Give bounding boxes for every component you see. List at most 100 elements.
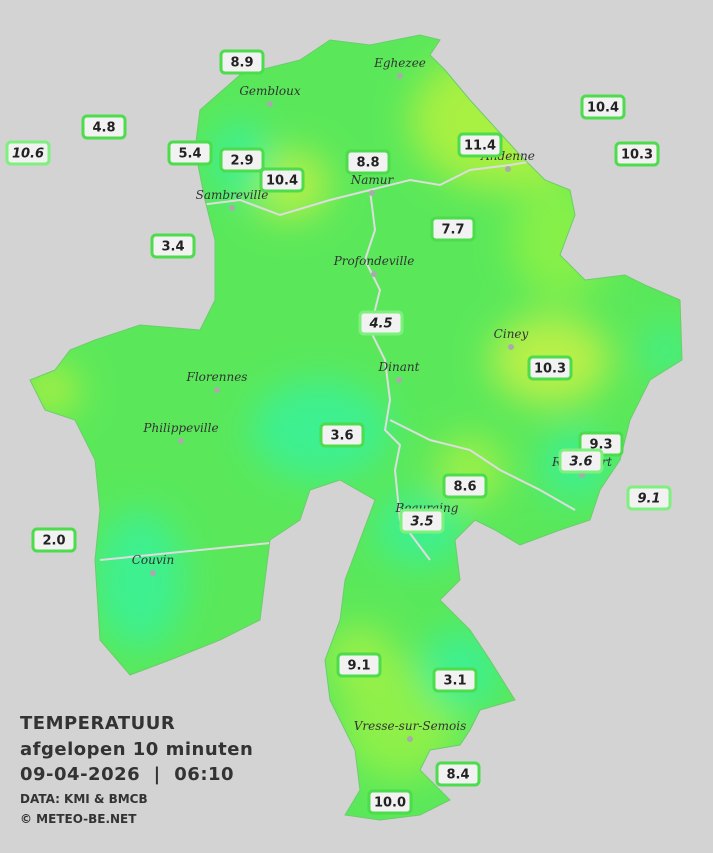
- station-value: 2.9: [230, 154, 253, 169]
- station-box: [336, 652, 382, 678]
- station-box: [358, 310, 404, 336]
- station-box: [219, 147, 265, 173]
- station-value: 5.4: [178, 147, 201, 162]
- station-box: [435, 761, 481, 787]
- river: [389, 419, 576, 511]
- station-value: 8.9: [230, 56, 253, 71]
- station: 10.3: [527, 355, 573, 381]
- station-value: 10.3: [621, 148, 653, 163]
- station-value: 3.6: [330, 429, 353, 444]
- town-dot: [396, 377, 402, 383]
- station-box: [399, 508, 445, 534]
- town-label: Sambreville: [196, 188, 269, 202]
- station: 4.5: [358, 310, 404, 336]
- station-box: [259, 167, 305, 193]
- river: [199, 159, 541, 217]
- station-box: [527, 355, 573, 381]
- station: 8.4: [435, 761, 481, 787]
- station: 8.8: [345, 149, 391, 175]
- town-dot: [267, 101, 273, 107]
- station: 3.6: [558, 448, 604, 474]
- station: 9.1: [626, 485, 672, 511]
- station-value: 10.3: [534, 362, 566, 377]
- station-value: 10.4: [266, 174, 298, 189]
- legend-source: DATA: KMI & BMCB: [20, 792, 148, 806]
- station-value: 10.4: [587, 101, 619, 116]
- station-value: 7.7: [441, 223, 464, 238]
- station-value: 9.1: [637, 492, 660, 507]
- station: 3.6: [319, 422, 365, 448]
- station-value: 3.4: [161, 240, 184, 255]
- stations: 8.9 4.8 10.6 5.4 2.9 10.4 8.8 11.4 10.4 10.3 3.4 7.…: [5, 49, 672, 815]
- station-value: 9.1: [347, 659, 370, 674]
- town-dot: [508, 344, 514, 350]
- station: 2.0: [31, 527, 77, 553]
- legend-title: TEMPERATUUR: [20, 713, 175, 734]
- station-value: 3.6: [569, 455, 592, 470]
- station: 3.4: [150, 233, 196, 259]
- station-box: [432, 667, 478, 693]
- station-box: [430, 216, 476, 242]
- town-label: Dinant: [378, 360, 420, 374]
- station-box: [319, 422, 365, 448]
- station: 10.0: [367, 789, 413, 815]
- station-box: [81, 114, 127, 140]
- station-box: [150, 233, 196, 259]
- station-box: [167, 140, 213, 166]
- river: [99, 539, 301, 561]
- station-value: 3.5: [410, 515, 433, 530]
- station-box: [219, 49, 265, 75]
- station-box: [558, 448, 604, 474]
- station: 9.1: [336, 652, 382, 678]
- station: 10.4: [259, 167, 305, 193]
- station-box: [5, 140, 51, 166]
- station: 8.6: [442, 473, 488, 499]
- station-box: [457, 132, 503, 158]
- town-label: Ciney: [494, 327, 529, 341]
- town-dot: [229, 205, 235, 211]
- station-box: [345, 149, 391, 175]
- station: 5.4: [167, 140, 213, 166]
- town-dot: [505, 166, 511, 172]
- station: 10.4: [580, 94, 626, 120]
- town-label: Gembloux: [239, 84, 301, 98]
- station-box: [442, 473, 488, 499]
- town-dot: [150, 570, 156, 576]
- station: 11.4: [457, 132, 503, 158]
- river: [363, 189, 431, 561]
- station-value: 8.6: [453, 480, 476, 495]
- station-value: 11.4: [464, 139, 496, 154]
- station-value: 3.1: [443, 674, 466, 689]
- town-label: Namur: [350, 173, 395, 187]
- town-dot: [369, 190, 375, 196]
- town-dot: [178, 438, 184, 444]
- town-dot: [371, 271, 377, 277]
- station-value: 8.8: [356, 156, 379, 171]
- station-value: 10.6: [12, 147, 44, 162]
- station-box: [580, 94, 626, 120]
- station-value: 4.5: [368, 317, 392, 332]
- station-value: 2.0: [42, 534, 65, 549]
- station: 3.1: [432, 667, 478, 693]
- station: 10.6: [5, 140, 51, 166]
- town-label: Florennes: [186, 370, 248, 384]
- station-value: 8.4: [446, 768, 469, 783]
- station-box: [31, 527, 77, 553]
- town-label: Philippeville: [142, 421, 218, 435]
- legend-copyright: © METEO-BE.NET: [20, 812, 137, 826]
- station: 2.9: [219, 147, 265, 173]
- legend-subtitle: afgelopen 10 minuten: [20, 739, 253, 760]
- town-dot: [407, 736, 413, 742]
- town-dot: [214, 387, 220, 393]
- town-label: Vresse-sur-Semois: [354, 719, 467, 733]
- station: 7.7: [430, 216, 476, 242]
- town-dot: [397, 73, 403, 79]
- station-value: 10.0: [374, 796, 406, 811]
- station: 8.9: [219, 49, 265, 75]
- station-box: [626, 485, 672, 511]
- town-label: Eghezee: [373, 56, 426, 70]
- station-box: [614, 141, 660, 167]
- town-label: Couvin: [132, 553, 174, 567]
- station: 10.3: [614, 141, 660, 167]
